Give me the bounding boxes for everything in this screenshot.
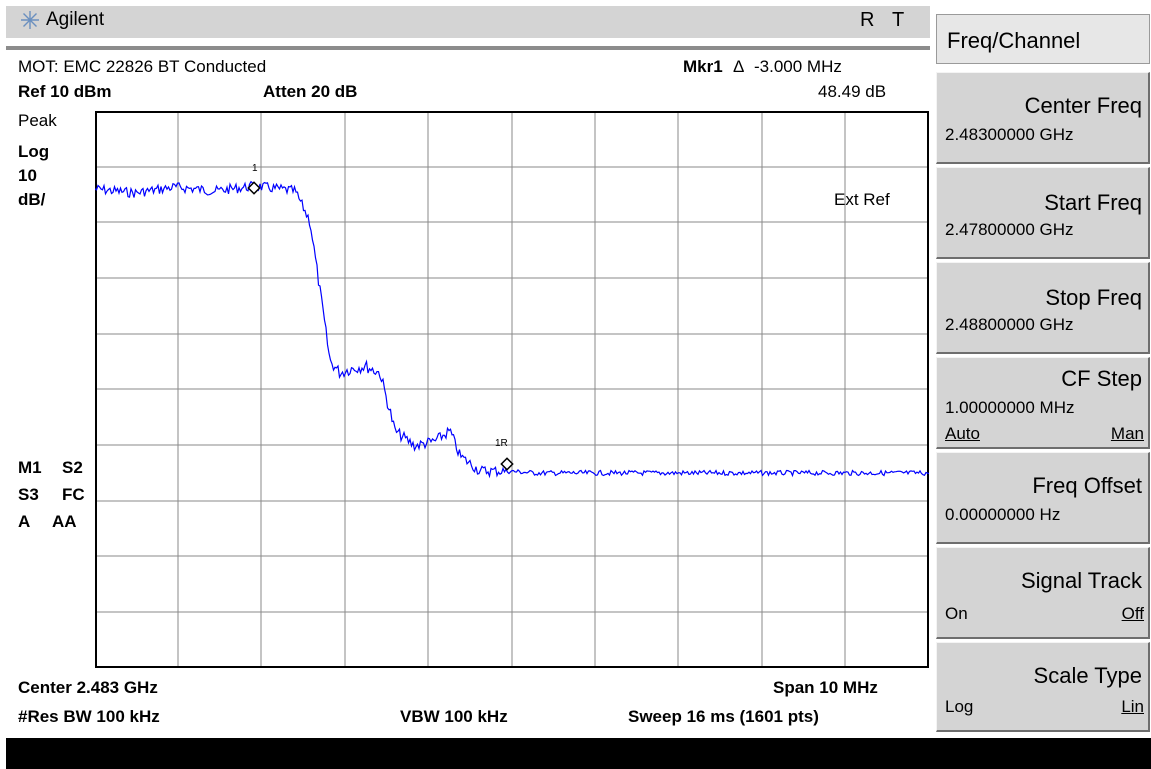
marker-1-label: 1 <box>252 163 258 174</box>
center-freq-label: Center Freq <box>1024 93 1142 118</box>
center-freq-softkey[interactable]: Center Freq 2.48300000 GHz <box>936 72 1150 164</box>
title-bar <box>6 6 930 38</box>
freq-offset-label: Freq Offset <box>1032 473 1142 498</box>
measurement-title: MOT: EMC 22826 BT Conducted <box>18 57 267 76</box>
start-freq-label: Start Freq <box>1044 190 1142 215</box>
spectrum-trace <box>95 180 929 479</box>
signal-track-label: Signal Track <box>1020 568 1142 593</box>
marker-1r-label: 1R <box>495 438 508 449</box>
brand: Agilent <box>20 9 104 31</box>
marker-frequency: -3.000 MHz <box>754 57 842 76</box>
signal-track-off-option: Off <box>1121 604 1144 623</box>
indicator-r: R <box>860 9 875 31</box>
cf-step-auto-option: Auto <box>945 424 980 443</box>
annotation-fc: FC <box>62 485 85 504</box>
trace-display <box>95 111 929 668</box>
annotation-s3: S3 <box>18 485 39 504</box>
cf-step-man-option: Man <box>1110 424 1144 443</box>
annotation-aa: AA <box>52 512 77 531</box>
scale-type-softkey[interactable]: Scale Type Log Lin <box>936 642 1150 732</box>
menu-title: Freq/Channel <box>936 14 1150 64</box>
cf-step-softkey[interactable]: CF Step 1.00000000 MHz Auto Man <box>936 357 1150 449</box>
scale-value: 10 <box>18 166 37 185</box>
stop-freq-label: Stop Freq <box>1045 285 1142 310</box>
title-divider <box>6 46 930 50</box>
attenuation: Atten 20 dB <box>263 82 358 101</box>
brand-name: Agilent <box>46 9 105 30</box>
stop-freq-value: 2.48800000 GHz <box>945 315 1074 334</box>
video-bandwidth: VBW 100 kHz <box>400 707 508 726</box>
status-bar <box>6 738 1151 769</box>
marker-1[interactable] <box>247 181 261 195</box>
stop-freq-softkey[interactable]: Stop Freq 2.48800000 GHz <box>936 262 1150 354</box>
start-freq-value: 2.47800000 GHz <box>945 220 1074 239</box>
center-frequency: Center 2.483 GHz <box>18 678 158 697</box>
menu-title-text: Freq/Channel <box>947 28 1081 53</box>
signal-track-softkey[interactable]: Signal Track On Off <box>936 547 1150 639</box>
start-freq-softkey[interactable]: Start Freq 2.47800000 GHz <box>936 167 1150 259</box>
reference-level: Ref 10 dBm <box>18 82 112 101</box>
scale-unit: dB/ <box>18 190 46 209</box>
graticule-lines <box>95 111 929 668</box>
annotation-s2: S2 <box>62 458 83 477</box>
signal-track-on-option: On <box>945 604 968 623</box>
freq-offset-softkey[interactable]: Freq Offset 0.00000000 Hz <box>936 452 1150 544</box>
graticule-border <box>95 111 929 668</box>
analyzer-screen: Agilent R T MOT: EMC 22826 BT Conducted … <box>6 6 930 726</box>
scale-type-label: Log <box>18 142 50 161</box>
marker-1r[interactable] <box>500 457 514 471</box>
detector-mode: Peak <box>18 111 57 130</box>
cf-step-value: 1.00000000 MHz <box>945 398 1075 417</box>
resolution-bandwidth: #Res BW 100 kHz <box>18 707 160 726</box>
scale-type-label: Scale Type <box>1033 663 1142 688</box>
ext-ref-indicator: Ext Ref <box>834 190 890 209</box>
marker-amplitude: 48.49 dB <box>818 82 887 101</box>
annotation-m1: M1 <box>18 458 42 477</box>
cf-step-label: CF Step <box>1061 366 1142 391</box>
scale-type-lin-option: Lin <box>1121 697 1144 716</box>
marker-label: Mkr1 <box>683 57 723 76</box>
scale-type-log-option: Log <box>945 697 974 716</box>
delta-icon: Δ <box>733 57 745 76</box>
sweep-time: Sweep 16 ms (1601 pts) <box>628 707 819 726</box>
agilent-spark-icon <box>21 11 39 29</box>
annotation-a: A <box>18 512 31 531</box>
indicator-t: T <box>892 9 905 31</box>
span: Span 10 MHz <box>773 678 878 697</box>
freq-offset-value: 0.00000000 Hz <box>945 505 1061 524</box>
center-freq-value: 2.48300000 GHz <box>945 125 1074 144</box>
